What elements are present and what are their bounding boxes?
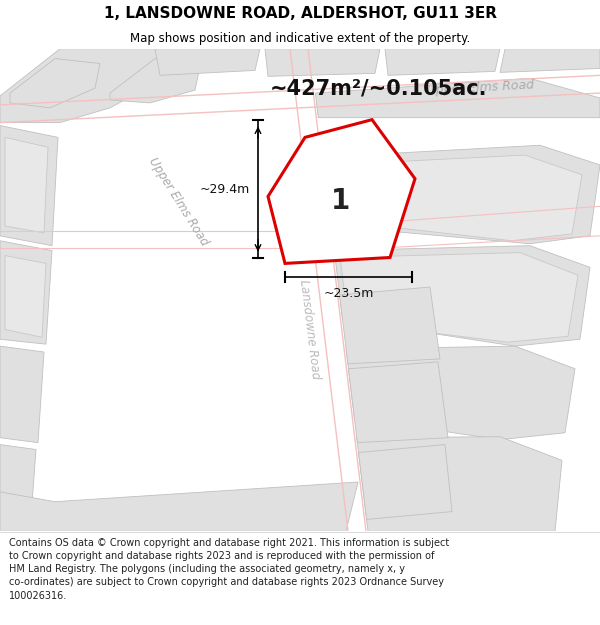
Text: ~427m²/~0.105ac.: ~427m²/~0.105ac. — [270, 78, 487, 98]
Polygon shape — [0, 346, 44, 442]
Polygon shape — [346, 346, 575, 439]
Text: Upper Elms Road: Upper Elms Road — [146, 155, 211, 248]
Polygon shape — [323, 145, 600, 244]
Text: ~29.4m: ~29.4m — [200, 182, 250, 196]
Text: Lansdowne Road: Lansdowne Road — [298, 279, 323, 380]
Polygon shape — [340, 253, 578, 343]
Polygon shape — [359, 444, 452, 519]
Text: Map shows position and indicative extent of the property.: Map shows position and indicative extent… — [130, 31, 470, 44]
Polygon shape — [385, 49, 500, 76]
Polygon shape — [0, 49, 165, 122]
Polygon shape — [276, 134, 405, 261]
Polygon shape — [10, 59, 100, 108]
Text: ~23.5m: ~23.5m — [323, 287, 374, 300]
Polygon shape — [357, 437, 562, 531]
Polygon shape — [265, 49, 380, 76]
Polygon shape — [5, 256, 46, 338]
Polygon shape — [349, 362, 448, 442]
Polygon shape — [5, 138, 48, 233]
Polygon shape — [500, 49, 600, 72]
Polygon shape — [340, 287, 440, 364]
Polygon shape — [334, 246, 590, 346]
Polygon shape — [155, 49, 260, 76]
Polygon shape — [0, 444, 36, 531]
Polygon shape — [0, 241, 52, 344]
Polygon shape — [268, 119, 415, 263]
Polygon shape — [329, 155, 582, 241]
Polygon shape — [110, 59, 200, 103]
Polygon shape — [316, 78, 600, 118]
Text: Contains OS data © Crown copyright and database right 2021. This information is : Contains OS data © Crown copyright and d… — [9, 538, 449, 601]
Text: 1: 1 — [331, 188, 350, 216]
Polygon shape — [0, 482, 358, 531]
Text: 1, LANSDOWNE ROAD, ALDERSHOT, GU11 3ER: 1, LANSDOWNE ROAD, ALDERSHOT, GU11 3ER — [104, 6, 497, 21]
Text: Upper Elms Road: Upper Elms Road — [426, 79, 534, 98]
Polygon shape — [0, 126, 58, 246]
